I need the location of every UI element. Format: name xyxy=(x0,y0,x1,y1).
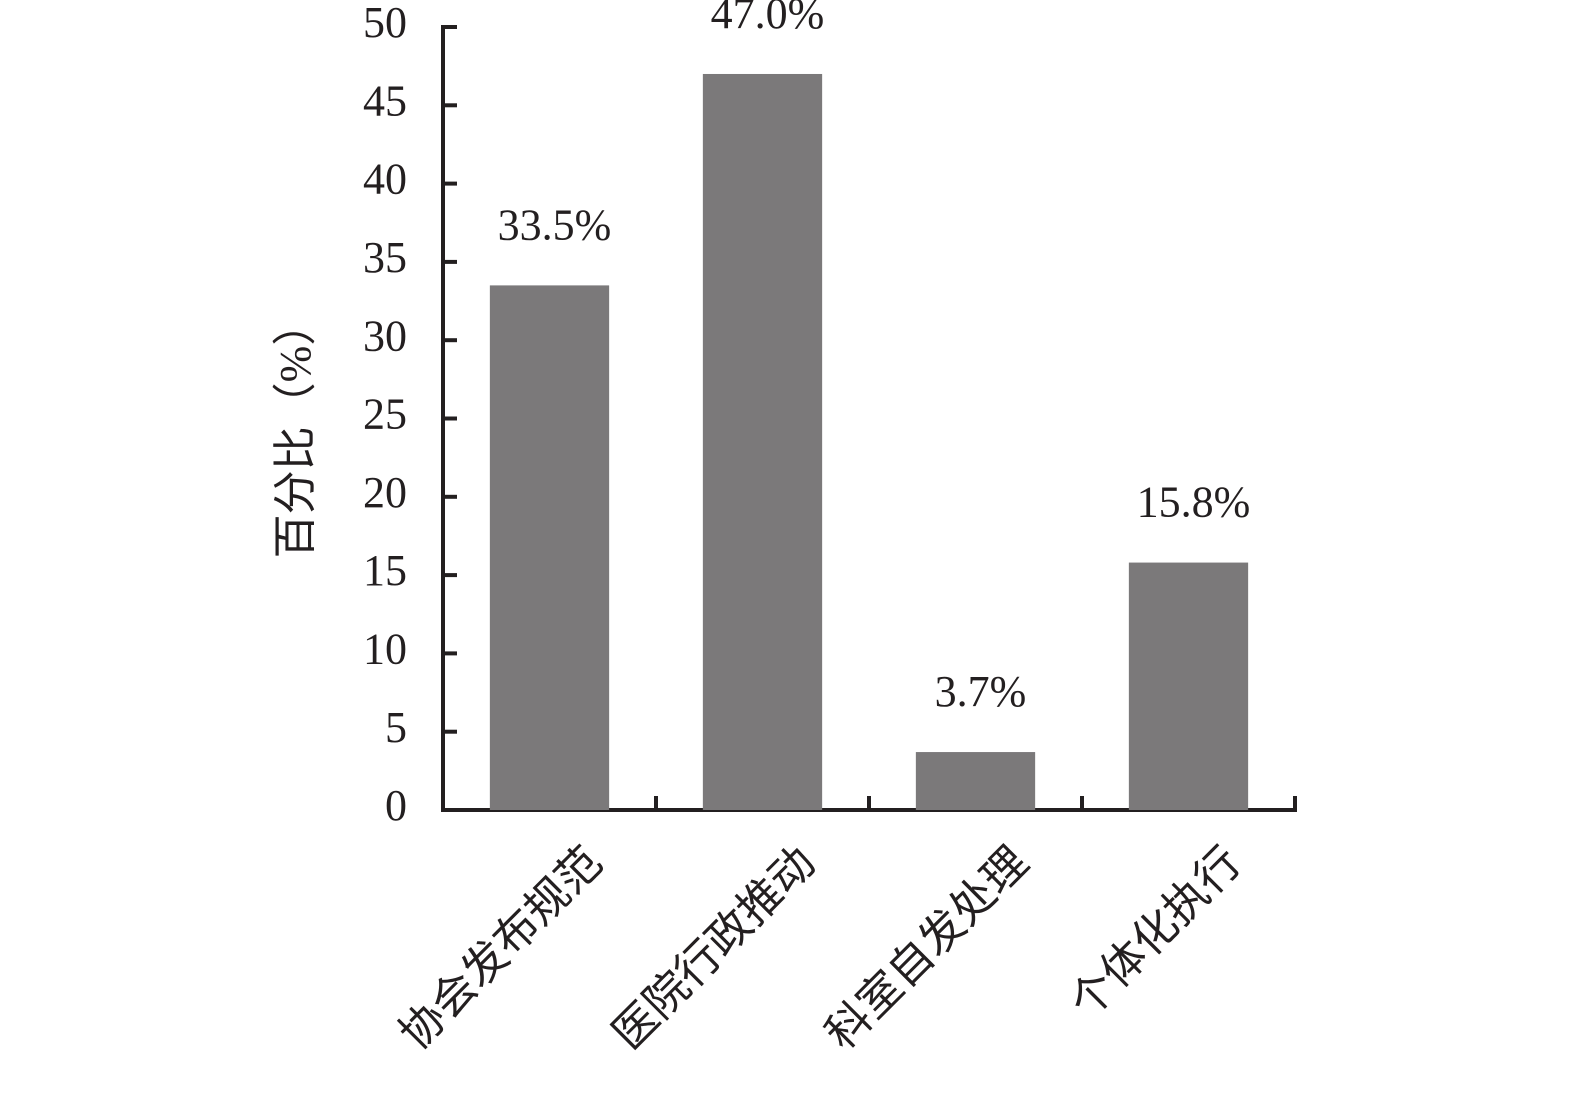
x-tick-label: 个体化执行 xyxy=(1060,838,1250,1028)
x-tick-label: 协会发布规范 xyxy=(390,838,611,1059)
y-tick-label: 50 xyxy=(363,0,407,47)
y-tick-label: 10 xyxy=(363,624,407,673)
bar xyxy=(1128,562,1249,810)
y-tick-label: 0 xyxy=(385,781,407,830)
y-tick-label: 30 xyxy=(363,311,407,360)
value-label: 33.5% xyxy=(498,200,612,249)
value-label: 47.0% xyxy=(711,0,825,38)
value-label: 3.7% xyxy=(935,667,1027,716)
y-tick-label: 35 xyxy=(363,233,407,282)
x-tick-label: 医院行政推动 xyxy=(603,838,824,1059)
y-tick-label: 5 xyxy=(385,703,407,752)
y-tick-label: 20 xyxy=(363,468,407,517)
bar xyxy=(702,73,823,811)
bar xyxy=(489,285,610,810)
y-tick-label: 40 xyxy=(363,155,407,204)
y-tick-label: 25 xyxy=(363,390,407,439)
bar xyxy=(915,752,1036,810)
y-tick-label: 45 xyxy=(363,76,407,125)
x-tick-label: 科室自发处理 xyxy=(816,838,1037,1059)
value-label: 15.8% xyxy=(1137,478,1251,527)
y-tick-label: 15 xyxy=(363,546,407,595)
y-axis-label: 百分比（%） xyxy=(271,302,320,559)
